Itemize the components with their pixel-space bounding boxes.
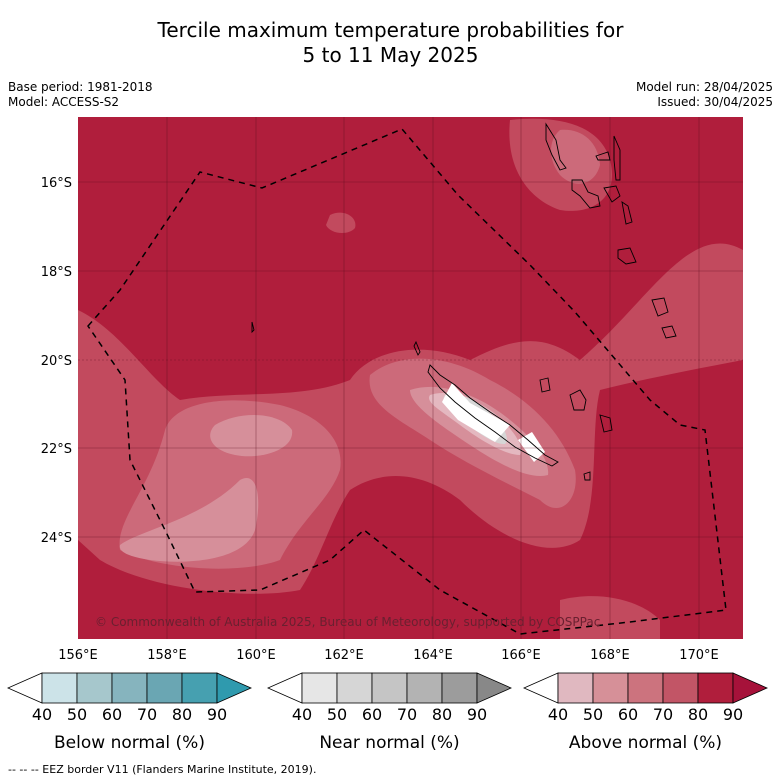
model-run: Model run: 28/04/2025	[635, 80, 773, 94]
colorbar-tick-label: 70	[137, 705, 157, 724]
colorbar-tick-label: 50	[327, 705, 347, 724]
colorbar-title: Above normal (%)	[569, 733, 722, 753]
colorbar-swatch	[301, 672, 338, 704]
colorbar-swatch	[371, 672, 408, 704]
colorbar-tick-label: 40	[32, 705, 52, 724]
lon-label: 156°E	[58, 648, 98, 663]
colorbar-tick-label: 60	[362, 705, 382, 724]
metadata-right: Model run: 28/04/2025 Issued: 30/04/2025	[636, 80, 773, 110]
colorbar-max-extend	[476, 672, 512, 704]
graticule	[78, 117, 743, 639]
colorbar-tick-label: 40	[548, 705, 568, 724]
colorbar-swatch	[181, 672, 218, 704]
colorbar-min-extend	[267, 672, 303, 704]
colorbar-max-extend	[216, 672, 252, 704]
title-line-2: 5 to 11 May 2025	[302, 43, 479, 67]
colorbar-title: Below normal (%)	[54, 733, 205, 753]
lat-label: 24°S	[41, 531, 72, 546]
colorbar-swatch	[627, 672, 664, 704]
vanuatu-coast	[545, 122, 567, 171]
new-caledonia-coast	[427, 364, 559, 467]
colorbar-tick-label: 90	[723, 705, 743, 724]
lat-label: 18°S	[41, 265, 72, 280]
colorbar-swatch	[146, 672, 183, 704]
colorbar-tick-label: 70	[397, 705, 417, 724]
longitude-axis: 156°E 158°E 160°E 162°E 164°E 166°E 168°…	[58, 648, 719, 663]
eez-footnote: -- -- -- EEZ border V11 (Flanders Marine…	[8, 763, 317, 776]
colorbar-swatch	[557, 672, 594, 704]
issued-date: Issued: 30/04/2025	[657, 95, 773, 109]
model-name: Model: ACCESS-S2	[8, 95, 120, 109]
colorbar-tick-label: 40	[292, 705, 312, 724]
metadata-left: Base period: 1981-2018 Model: ACCESS-S2	[8, 80, 153, 110]
copyright-credit: © Commonwealth of Australia 2025, Bureau…	[95, 615, 600, 629]
colorbar-min-extend	[7, 672, 43, 704]
lon-label: 170°E	[679, 648, 719, 663]
colorbar: 40 50 60 70 80 90 Near normal (%)	[267, 672, 512, 753]
latitude-axis: 16°S 18°S 20°S 22°S 24°S	[41, 176, 72, 546]
lon-label: 160°E	[236, 648, 276, 663]
lat-label: 20°S	[41, 354, 72, 369]
colorbar-tick-label: 70	[653, 705, 673, 724]
colorbar-min-extend	[523, 672, 559, 704]
colorbar-tick-label: 90	[207, 705, 227, 724]
near-normal-region	[442, 383, 545, 462]
colorbar-swatch	[662, 672, 699, 704]
colorbar-swatch	[41, 672, 78, 704]
lon-label: 162°E	[324, 648, 364, 663]
colorbar-tick-label: 50	[67, 705, 87, 724]
lon-label: 158°E	[147, 648, 187, 663]
coastline	[251, 122, 677, 481]
colorbar-swatch	[441, 672, 478, 704]
colorbar-max-extend	[732, 672, 768, 704]
colorbar-swatch	[697, 672, 734, 704]
lon-label: 166°E	[501, 648, 541, 663]
eez-border	[87, 128, 727, 635]
colorbar-tick-label: 50	[583, 705, 603, 724]
lon-label: 164°E	[413, 648, 453, 663]
colorbar-tick-label: 60	[102, 705, 122, 724]
title-line-1: Tercile maximum temperature probabilitie…	[157, 18, 624, 42]
lat-label: 22°S	[41, 442, 72, 457]
colorbar-tick-label: 60	[618, 705, 638, 724]
map-title: Tercile maximum temperature probabilitie…	[0, 18, 781, 68]
lat-label: 16°S	[41, 176, 72, 191]
colorbar-tick-label: 90	[467, 705, 487, 724]
colorbar-swatch	[111, 672, 148, 704]
colorbar-swatch	[406, 672, 443, 704]
colorbar-swatch	[592, 672, 629, 704]
map-area: © Commonwealth of Australia 2025, Bureau…	[78, 117, 743, 639]
colorbar-tick-label: 80	[172, 705, 192, 724]
lon-label: 168°E	[590, 648, 630, 663]
colorbar-tick-label: 80	[688, 705, 708, 724]
colorbar-swatch	[76, 672, 113, 704]
colorbar-title: Near normal (%)	[319, 733, 459, 753]
base-period: Base period: 1981-2018	[8, 80, 153, 94]
colorbar-tick-label: 80	[432, 705, 452, 724]
colorbar-swatch	[336, 672, 373, 704]
